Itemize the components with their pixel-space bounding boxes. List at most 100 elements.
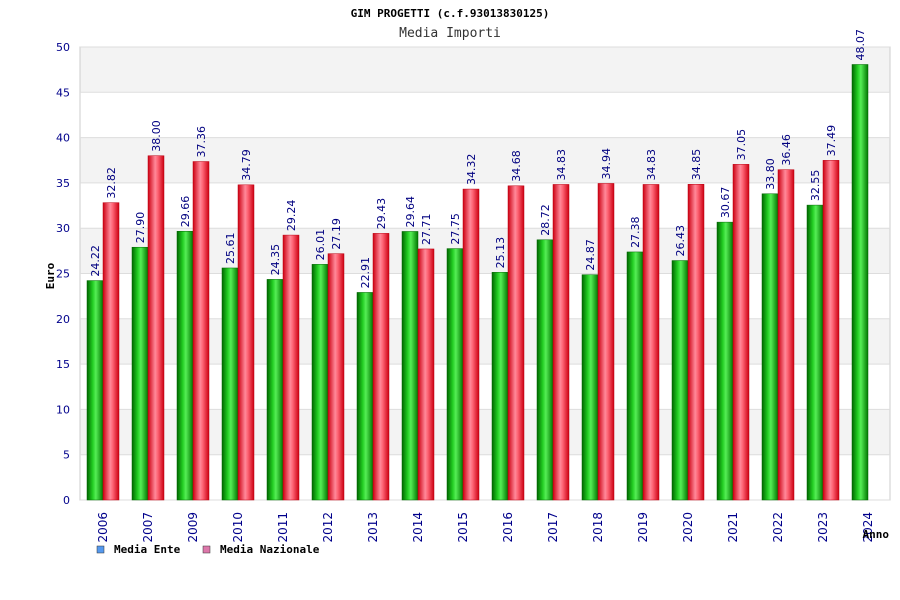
bar [221,267,239,501]
data-label: 37.05 [735,129,748,161]
legend-swatch-media-ente [96,545,105,554]
bar [687,184,705,501]
x-axis-label: Anno [863,528,890,541]
data-label: 24.22 [89,245,102,277]
plot-band [80,364,890,410]
bar [462,188,480,501]
bar [507,185,525,501]
data-label: 28.72 [539,204,552,236]
bar [327,253,345,501]
data-label: 34.32 [465,154,478,186]
legend-label-media-ente: Media Ente [114,543,181,556]
bar [282,234,300,501]
plot-band [80,318,890,365]
x-tick-label: 2020 [681,512,695,543]
data-label: 27.75 [449,213,462,245]
data-label: 34.79 [240,149,253,181]
y-axis-label: Euro [44,262,57,289]
data-label: 24.35 [269,244,282,276]
x-tick-label: 2012 [321,512,335,543]
data-label: 34.83 [645,149,658,181]
plot-band [80,137,890,183]
y-tick-label: 50 [56,41,70,54]
data-label: 34.68 [510,150,523,182]
bar [806,204,824,501]
bar [311,264,329,501]
data-label: 25.61 [224,232,237,264]
legend: Media Ente Media Nazionale [96,543,320,556]
bar [761,193,779,501]
legend-label-media-nazionale: Media Nazionale [220,543,320,556]
x-tick-label: 2011 [276,512,290,543]
plot-band [80,182,890,229]
data-label: 24.87 [584,239,597,271]
data-label: 30.67 [719,187,732,219]
x-tick-label: 2015 [456,512,470,543]
data-label: 33.80 [764,158,777,190]
x-tick-label: 2006 [96,512,110,543]
x-tick-label: 2007 [141,512,155,543]
x-tick-label: 2010 [231,512,245,543]
data-label: 29.64 [404,196,417,228]
bar [626,251,644,501]
plot-band [80,47,890,93]
data-labels: 24.22 32.82 27.90 38.00 29.66 37.36 25.61 34.79… [89,29,867,288]
data-label: 34.94 [600,148,613,180]
data-label: 37.49 [825,125,838,157]
plot-background [79,46,891,501]
x-tick-label: 2019 [636,512,650,543]
data-label: 34.85 [690,149,703,181]
data-label: 38.00 [150,120,163,152]
plot-band [80,92,890,138]
y-tick-label: 20 [56,313,70,326]
x-tick-label: 2014 [411,512,425,543]
bar [266,279,284,501]
y-axis-ticks: 0 5 10 15 20 25 30 35 40 45 50 [56,41,70,507]
data-label: 29.43 [375,198,388,230]
y-tick-label: 5 [63,449,70,462]
x-tick-label: 2009 [186,512,200,543]
y-tick-label: 25 [56,268,70,281]
bars [86,64,869,501]
data-label: 48.07 [854,29,867,61]
x-tick-label: 2024 [861,512,875,543]
y-tick-label: 0 [63,494,70,507]
bar [822,160,840,501]
x-tick-label: 2013 [366,512,380,543]
bar [372,233,390,501]
plot-band [80,228,890,274]
bar [237,184,255,501]
data-label: 29.24 [285,200,298,232]
y-tick-label: 10 [56,403,70,416]
x-tick-label: 2016 [501,512,515,543]
data-label: 34.83 [555,149,568,181]
bar [356,292,374,501]
data-label: 26.01 [314,229,327,261]
bar [102,202,120,501]
x-axis-ticks: 2006 2007 2009 2010 2011 2012 2013 2014 2015 2016… [96,512,875,543]
y-tick-label: 45 [56,86,70,99]
bar [417,248,435,501]
bar [671,260,689,501]
data-label: 26.43 [674,225,687,257]
bar [147,155,165,501]
chart-title: GIM PROGETTI (c.f.93013830125) [351,7,550,20]
data-label: 29.66 [179,196,192,228]
y-tick-label: 35 [56,177,70,190]
data-label: 32.82 [105,167,118,199]
bar [131,246,149,501]
bar [192,161,210,501]
y-tick-label: 40 [56,132,70,145]
plot-band [80,409,890,455]
gridlines [80,46,890,501]
x-tick-label: 2023 [816,512,830,543]
data-label: 27.38 [629,216,642,248]
data-label: 32.55 [809,170,822,202]
plot-band [80,273,890,319]
chart-subtitle: Media Importi [399,26,501,41]
data-label: 36.46 [780,134,793,166]
y-tick-label: 15 [56,358,70,371]
x-tick-label: 2021 [726,512,740,543]
data-label: 27.90 [134,212,147,244]
bar [851,64,869,501]
